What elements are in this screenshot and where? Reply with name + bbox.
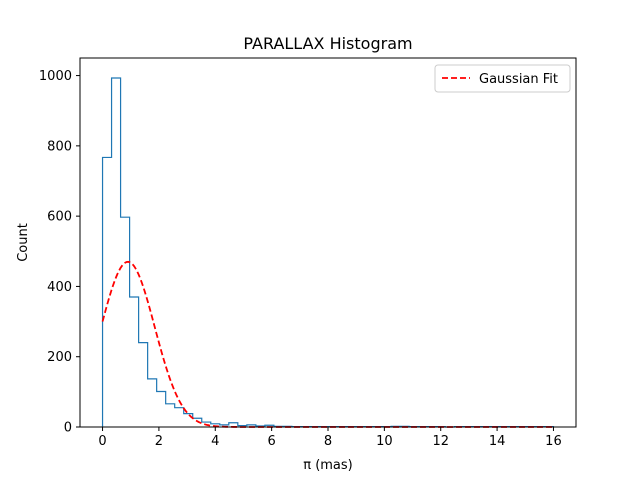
y-tick-label: 800 [47,139,72,154]
x-tick-label: 8 [324,434,332,449]
histogram-bar [121,217,130,427]
histogram-bar [184,414,193,427]
x-tick-label: 12 [432,434,449,449]
x-tick-label: 16 [545,434,562,449]
plot-area [79,57,577,428]
histogram-bar [112,78,121,427]
y-tick-label: 400 [47,280,72,295]
chart-title: PARALLAX Histogram [243,34,412,53]
legend-label-gaussian-fit: Gaussian Fit [479,72,558,87]
histogram-bar [139,343,148,427]
histogram-bar [148,379,157,427]
legend: Gaussian Fit [434,64,571,93]
histogram-bar [166,404,175,427]
x-tick-label: 4 [211,434,219,449]
y-axis-label: Count [16,223,31,262]
histogram-bar [130,297,139,427]
x-tick-label: 6 [267,434,275,449]
y-tick-label: 200 [47,350,72,365]
y-axis: 0 200 400 600 800 1000 [39,69,80,436]
histogram-bar [157,392,166,427]
axes-background [80,58,576,427]
y-tick-label: 600 [47,210,72,225]
x-tick-label: 2 [155,434,163,449]
x-tick-label: 0 [98,434,106,449]
y-tick-label: 1000 [39,69,72,84]
legend-frame [434,64,571,93]
histogram-bar [175,408,184,427]
x-axis: 0 2 4 6 8 10 12 14 16 [98,427,562,449]
x-tick-label: 10 [376,434,393,449]
y-tick-label: 0 [64,421,72,436]
x-axis-label: π (mas) [303,458,353,473]
x-tick-label: 14 [489,434,506,449]
